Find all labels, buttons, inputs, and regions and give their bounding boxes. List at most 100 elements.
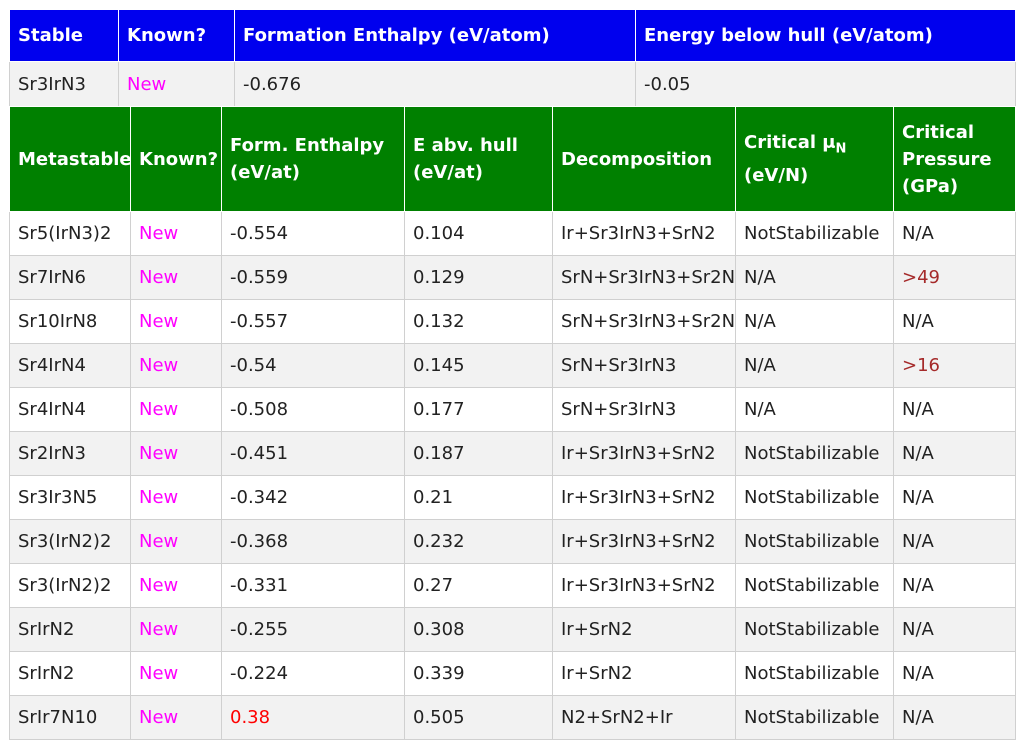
critical-pressure-cell: >16 — [893, 343, 1016, 388]
decomposition-cell: Ir+SrN2 — [552, 651, 736, 696]
known-cell: New — [130, 387, 222, 432]
header-line: (eV/at) — [413, 162, 483, 183]
decomposition-cell: SrN+Sr3IrN3 — [552, 387, 736, 432]
header-line: (eV/N) — [744, 165, 809, 187]
e-abv-hull-cell: 0.132 — [404, 299, 553, 344]
decomposition-cell: SrN+Sr3IrN3+Sr2N — [552, 299, 736, 344]
e-abv-hull-cell: 0.129 — [404, 255, 553, 300]
decomposition-cell: Ir+Sr3IrN3+SrN2 — [552, 211, 736, 256]
metastable-header-row: Metastable Known? Form. Enthalpy (eV/at) … — [9, 106, 1016, 212]
critical-pressure-cell: N/A — [893, 651, 1016, 696]
known-cell: New — [130, 695, 222, 740]
form-enthalpy-cell: -0.255 — [221, 607, 405, 652]
form-enthalpy-cell: -0.54 — [221, 343, 405, 388]
header-line: E abv. hull — [413, 135, 518, 156]
decomposition-cell: Ir+SrN2 — [552, 607, 736, 652]
compound-cell: Sr4IrN4 — [9, 387, 131, 432]
header-line: Critical μ — [744, 131, 836, 153]
critical-mu-cell: NotStabilizable — [735, 651, 894, 696]
e-abv-hull-cell: 0.505 — [404, 695, 553, 740]
known-cell: New — [130, 563, 222, 608]
critical-pressure-cell: N/A — [893, 607, 1016, 652]
form-enthalpy-cell: -0.554 — [221, 211, 405, 256]
form-enthalpy-cell: -0.557 — [221, 299, 405, 344]
header-line: (GPa) — [902, 175, 959, 197]
e-abv-hull-cell: 0.145 — [404, 343, 553, 388]
critical-mu-cell: N/A — [735, 255, 894, 300]
form-enthalpy-cell: -0.224 — [221, 651, 405, 696]
compound-cell: Sr3Ir3N5 — [9, 475, 131, 520]
form-enthalpy-cell: -0.559 — [221, 255, 405, 300]
header-line: Form. Enthalpy — [230, 135, 385, 156]
form-enthalpy-cell: -0.451 — [221, 431, 405, 476]
table-row: Sr7IrN6 New -0.559 0.129 SrN+Sr3IrN3+Sr2N N/A… — [9, 255, 1016, 300]
table-row: SrIr7N10 New 0.38 0.505 N2+SrN2+Ir NotStabili… — [9, 695, 1016, 740]
formation-enthalpy-header-cell: Formation Enthalpy (eV/atom) — [234, 9, 636, 62]
metastable-header-cell: Metastable — [9, 106, 131, 212]
known-cell: New — [130, 607, 222, 652]
table-row: Sr2IrN3 New -0.451 0.187 Ir+Sr3IrN3+SrN2 NotS… — [9, 431, 1016, 476]
form-enthalpy-cell: -0.342 — [221, 475, 405, 520]
compound-cell: Sr4IrN4 — [9, 343, 131, 388]
compound-cell: Sr3IrN3 — [9, 61, 119, 107]
metastable-table: Metastable Known? Form. Enthalpy (eV/at) … — [9, 106, 1016, 740]
decomposition-cell: SrN+Sr3IrN3 — [552, 343, 736, 388]
metastable-body: Sr5(IrN3)2 New -0.554 0.104 Ir+Sr3IrN3+SrN2 N… — [9, 211, 1016, 740]
e-abv-hull-cell: 0.104 — [404, 211, 553, 256]
known-cell: New — [130, 431, 222, 476]
decomposition-header-cell: Decomposition — [552, 106, 736, 212]
energy-below-hull-cell: -0.05 — [635, 61, 1016, 107]
critical-pressure-cell: N/A — [893, 299, 1016, 344]
known-cell: New — [130, 519, 222, 564]
known-cell: New — [130, 211, 222, 256]
e-abv-hull-cell: 0.177 — [404, 387, 553, 432]
decomposition-cell: Ir+Sr3IrN3+SrN2 — [552, 519, 736, 564]
critical-mu-cell: N/A — [735, 387, 894, 432]
table-row: Sr4IrN4 New -0.54 0.145 SrN+Sr3IrN3 N/A >16 — [9, 343, 1016, 388]
known-cell: New — [130, 299, 222, 344]
critical-mu-cell: NotStabilizable — [735, 475, 894, 520]
form-enthalpy-cell: 0.38 — [221, 695, 405, 740]
header-line: (eV/at) — [230, 162, 300, 183]
known-cell: New — [130, 651, 222, 696]
critical-pressure-cell: N/A — [893, 211, 1016, 256]
critical-mu-cell: NotStabilizable — [735, 211, 894, 256]
critical-mu-cell: N/A — [735, 299, 894, 344]
table-row: Sr4IrN4 New -0.508 0.177 SrN+Sr3IrN3 N/A N/A — [9, 387, 1016, 432]
form-enthalpy-header-cell: Form. Enthalpy (eV/at) — [221, 106, 405, 212]
known-cell: New — [118, 61, 235, 107]
decomposition-cell: Ir+Sr3IrN3+SrN2 — [552, 563, 736, 608]
stable-header-cell: Stable — [9, 9, 119, 62]
compound-cell: SrIrN2 — [9, 651, 131, 696]
decomposition-cell: SrN+Sr3IrN3+Sr2N — [552, 255, 736, 300]
stable-row: Sr3IrN3 New -0.676 -0.05 — [9, 61, 1016, 107]
table-row: Sr10IrN8 New -0.557 0.132 SrN+Sr3IrN3+Sr2N N/… — [9, 299, 1016, 344]
form-enthalpy-cell: -0.508 — [221, 387, 405, 432]
e-abv-hull-header-cell: E abv. hull (eV/at) — [404, 106, 553, 212]
critical-pressure-header-cell: Critical Pressure (GPa) — [893, 106, 1016, 212]
table-row: Sr3(IrN2)2 New -0.368 0.232 Ir+Sr3IrN3+SrN2 N… — [9, 519, 1016, 564]
table-row: SrIrN2 New -0.255 0.308 Ir+SrN2 NotStabilizab… — [9, 607, 1016, 652]
compound-cell: SrIrN2 — [9, 607, 131, 652]
compound-cell: Sr10IrN8 — [9, 299, 131, 344]
compound-cell: Sr3(IrN2)2 — [9, 563, 131, 608]
critical-pressure-cell: N/A — [893, 387, 1016, 432]
e-abv-hull-cell: 0.308 — [404, 607, 553, 652]
compound-cell: Sr2IrN3 — [9, 431, 131, 476]
e-abv-hull-cell: 0.232 — [404, 519, 553, 564]
critical-pressure-cell: N/A — [893, 431, 1016, 476]
critical-pressure-cell: N/A — [893, 519, 1016, 564]
formation-enthalpy-cell: -0.676 — [234, 61, 636, 107]
e-abv-hull-cell: 0.187 — [404, 431, 553, 476]
compound-cell: Sr3(IrN2)2 — [9, 519, 131, 564]
e-abv-hull-cell: 0.27 — [404, 563, 553, 608]
table-row: Sr5(IrN3)2 New -0.554 0.104 Ir+Sr3IrN3+SrN2 N… — [9, 211, 1016, 256]
decomposition-cell: N2+SrN2+Ir — [552, 695, 736, 740]
critical-mu-cell: NotStabilizable — [735, 519, 894, 564]
critical-pressure-cell: N/A — [893, 695, 1016, 740]
critical-mu-cell: NotStabilizable — [735, 431, 894, 476]
critical-pressure-cell: N/A — [893, 563, 1016, 608]
critical-mu-cell: N/A — [735, 343, 894, 388]
energy-below-hull-header-cell: Energy below hull (eV/atom) — [635, 9, 1016, 62]
form-enthalpy-cell: -0.368 — [221, 519, 405, 564]
